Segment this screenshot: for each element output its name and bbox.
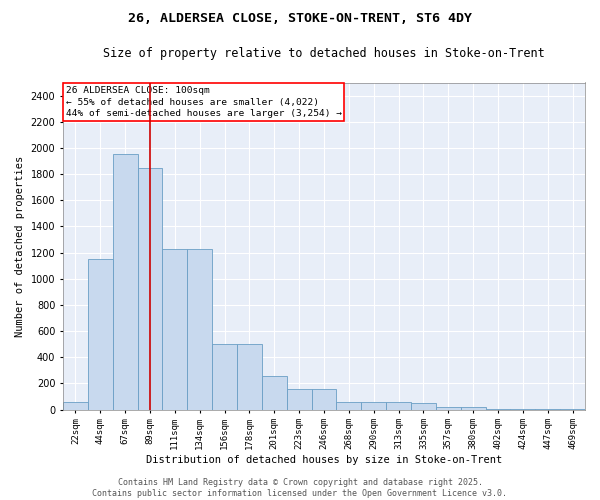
Bar [461,407,485,410]
Text: 26, ALDERSEA CLOSE, STOKE-ON-TRENT, ST6 4DY: 26, ALDERSEA CLOSE, STOKE-ON-TRENT, ST6 … [128,12,472,26]
Bar [485,409,511,410]
Bar [237,344,262,410]
Bar [411,403,436,409]
Bar [386,402,411,409]
Bar [137,168,163,410]
Bar [287,390,311,409]
Text: 26 ALDERSEA CLOSE: 100sqm
← 55% of detached houses are smaller (4,022)
44% of se: 26 ALDERSEA CLOSE: 100sqm ← 55% of detac… [65,86,341,118]
Bar [187,248,212,410]
Bar [113,154,137,410]
Text: Contains HM Land Registry data © Crown copyright and database right 2025.
Contai: Contains HM Land Registry data © Crown c… [92,478,508,498]
Bar [88,259,113,410]
X-axis label: Distribution of detached houses by size in Stoke-on-Trent: Distribution of detached houses by size … [146,455,502,465]
Bar [436,407,461,410]
Bar [212,344,237,410]
Bar [337,402,361,409]
Bar [63,402,88,409]
Bar [262,376,287,410]
Y-axis label: Number of detached properties: Number of detached properties [15,156,25,336]
Bar [163,248,187,410]
Bar [361,402,386,409]
Bar [311,390,337,409]
Title: Size of property relative to detached houses in Stoke-on-Trent: Size of property relative to detached ho… [103,48,545,60]
